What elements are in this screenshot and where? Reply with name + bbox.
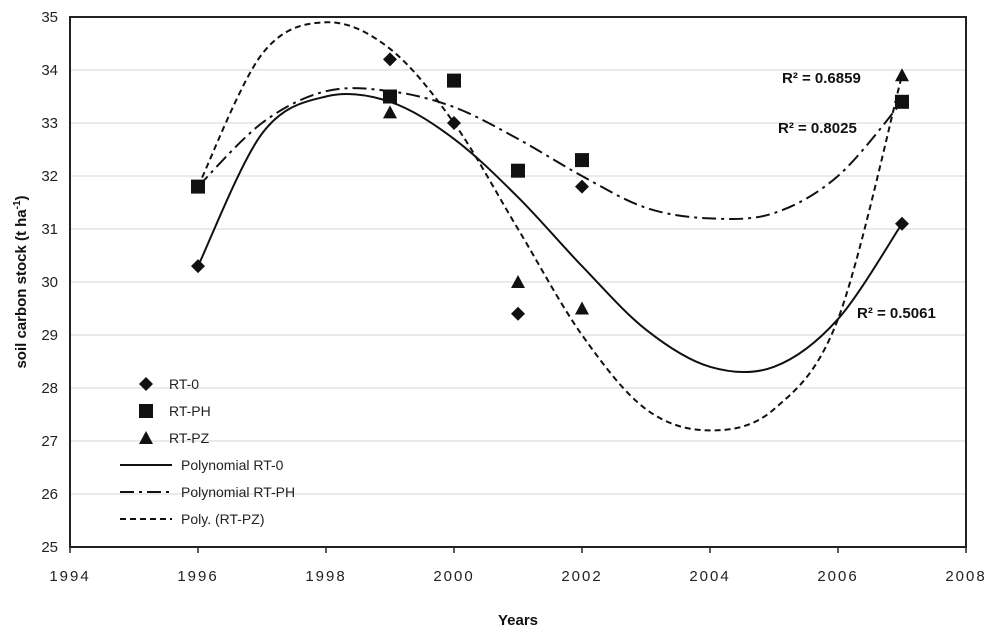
point-rt-ph <box>191 179 205 194</box>
x-tick-label: 1998 <box>305 568 346 585</box>
y-axis-title: soil carbon stock (t ha-1) <box>12 195 30 368</box>
point-rt-ph <box>895 94 909 109</box>
point-rt-pz <box>895 68 909 82</box>
point-rt-ph <box>575 153 589 168</box>
data-points <box>191 52 909 321</box>
y-tick-label: 34 <box>41 62 58 79</box>
y-tick-label: 31 <box>41 221 58 238</box>
point-rt-0 <box>447 116 461 130</box>
y-tick-label: 30 <box>41 274 58 291</box>
point-rt-pz <box>575 301 589 315</box>
y-tick-label: 27 <box>41 433 58 450</box>
trendlines <box>197 21 903 432</box>
legend-label: RT-PZ <box>169 430 210 446</box>
legend-label: RT-0 <box>169 376 199 392</box>
x-axis-title: Years <box>498 612 538 629</box>
plot-area-border <box>69 16 967 548</box>
point-rt-0 <box>383 52 397 67</box>
trendline-polynomial-rt-ph <box>197 87 903 221</box>
r2-annotation-rt-ph: R² = 0.8025 <box>778 120 857 137</box>
y-tick-label: 28 <box>41 380 58 397</box>
y-axis-title-main: soil carbon stock (t ha <box>13 209 30 369</box>
legend-symbol-rt-0 <box>139 377 153 391</box>
r2-annotation-rt-0: R² = 0.5061 <box>857 305 936 322</box>
x-axis-ticks: 1994 1996 1998 2000 2002 2004 2006 2008 <box>49 547 986 585</box>
point-rt-ph <box>383 89 397 104</box>
point-rt-0 <box>895 216 909 231</box>
x-tick-label: 2008 <box>945 568 986 585</box>
trendline-poly-rt-pz <box>197 21 903 432</box>
r2-annotation-rt-pz: R² = 0.6859 <box>782 70 861 87</box>
y-tick-label: 29 <box>41 327 58 344</box>
legend-label: Poly. (RT-PZ) <box>181 511 265 527</box>
trendline-polynomial-rt-0 <box>197 92 903 374</box>
x-tick-label: 2000 <box>433 568 474 585</box>
y-tick-label: 25 <box>41 539 58 556</box>
y-tick-label: 26 <box>41 486 58 503</box>
x-tick-label: 2004 <box>689 568 730 585</box>
legend-label: Polynomial RT-PH <box>181 484 295 500</box>
y-tick-label: 35 <box>41 9 58 26</box>
y-axis-ticks: 25 26 27 28 29 30 31 32 33 34 35 <box>41 9 58 556</box>
point-rt-0 <box>191 259 205 274</box>
x-tick-label: 1996 <box>177 568 218 585</box>
legend-symbol-rt-pz <box>139 431 153 444</box>
legend-label: RT-PH <box>169 403 211 419</box>
point-rt-ph <box>511 163 525 178</box>
legend-symbol-rt-ph <box>139 404 153 418</box>
point-rt-0 <box>575 179 589 194</box>
point-rt-pz <box>511 275 525 288</box>
x-tick-label: 1994 <box>49 568 90 585</box>
legend-label: Polynomial RT-0 <box>181 457 284 473</box>
y-tick-label: 32 <box>41 168 58 185</box>
point-rt-ph <box>447 73 461 88</box>
legend: RT-0 RT-PH RT-PZ Polynomial RT-0 Polynomial … <box>120 376 295 527</box>
x-tick-label: 2002 <box>561 568 602 585</box>
point-rt-pz <box>383 105 397 119</box>
x-tick-label: 2006 <box>817 568 858 585</box>
y-axis-title-end: ) <box>13 195 30 200</box>
y-tick-label: 33 <box>41 115 58 132</box>
y-axis-title-sup: -1 <box>12 200 23 209</box>
point-rt-0 <box>511 306 525 321</box>
